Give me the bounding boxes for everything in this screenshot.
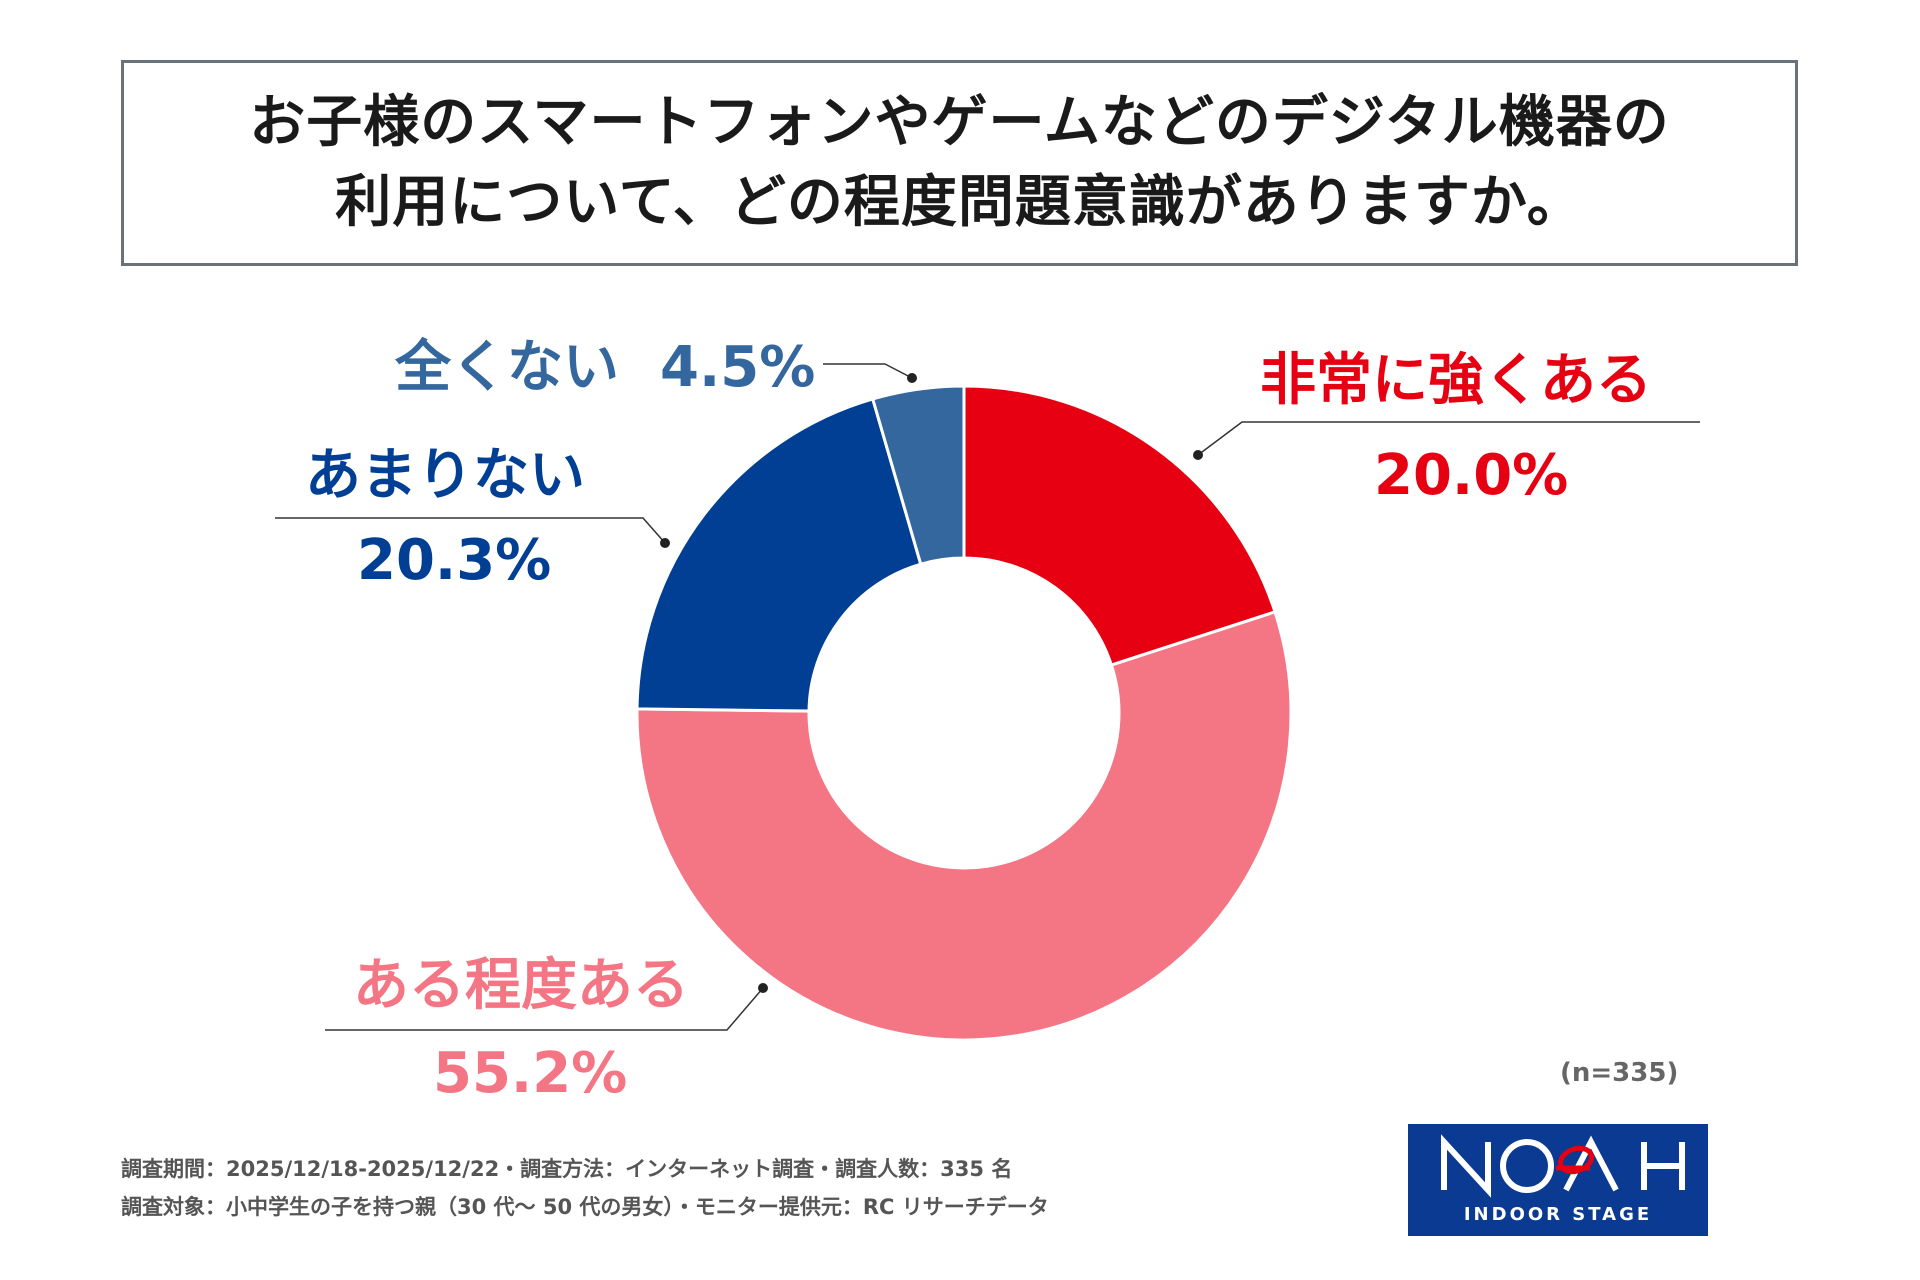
label-category-strongly: 非常に強くある — [1260, 348, 1652, 413]
leader-line-not-much — [275, 517, 666, 544]
logo-subtitle: INDOOR STAGE — [1463, 1204, 1653, 1225]
label-value-somewhat: 55.2% — [433, 1041, 628, 1106]
leader-dot-strongly — [1193, 450, 1203, 460]
donut-slice-not-at-all — [870, 384, 966, 567]
chart-title-line-1: お子様のスマートフォンやゲームなどのデジタル機器の — [249, 90, 1670, 155]
leader-line-not-at-all — [823, 363, 913, 379]
label-value-not-at-all: 4.5% — [660, 335, 816, 400]
donut-slice-somewhat — [635, 610, 1293, 1042]
sample-size-note: (n=335) — [1560, 1058, 1679, 1088]
survey-target-line: 調査対象：小中学生の子を持つ親（30 代～ 50 代の男女）・モニター提供元：R… — [121, 1195, 1049, 1219]
leader-dot-somewhat — [758, 983, 768, 993]
title-box: お子様のスマートフォンやゲームなどのデジタル機器の 利用について、どの程度問題意… — [121, 60, 1798, 266]
label-value-strongly: 20.0% — [1374, 443, 1569, 508]
survey-footer: 調査期間：2025/12/18-2025/12/22・調査方法：インターネット調… — [121, 1150, 1049, 1226]
noah-logo-mark — [1441, 1134, 1685, 1198]
donut-slice-not-much — [635, 397, 923, 713]
donut-slice-strongly — [962, 384, 1277, 667]
leader-line-somewhat — [325, 987, 764, 1031]
leader-line-strongly — [1197, 421, 1700, 456]
chart-title-line-2: 利用について、どの程度問題意識がありますか。 — [335, 170, 1584, 235]
label-category-somewhat: ある程度ある — [353, 953, 689, 1018]
leader-dot-not-much — [660, 538, 670, 548]
survey-period-line: 調査期間：2025/12/18-2025/12/22・調査方法：インターネット調… — [121, 1157, 1013, 1181]
label-value-not-much: 20.3% — [357, 528, 552, 593]
noah-logo: INDOOR STAGE — [1408, 1124, 1708, 1236]
label-category-not-much: あまりない — [305, 443, 585, 508]
label-category-not-at-all: 全くない — [395, 335, 619, 400]
leader-dot-not-at-all — [907, 373, 917, 383]
